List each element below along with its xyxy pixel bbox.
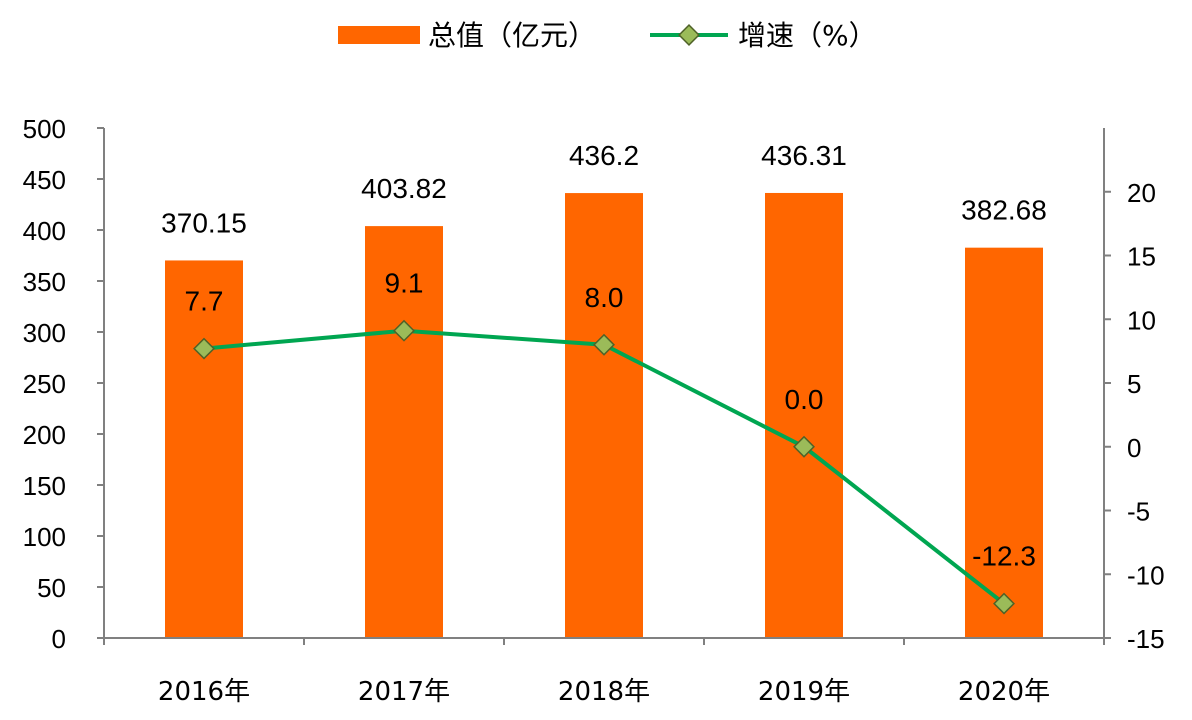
- axes: [103, 128, 1105, 645]
- right-tick-label: -10: [1127, 560, 1165, 590]
- bar: [565, 193, 643, 639]
- left-tick-label: 350: [23, 267, 66, 297]
- right-tick-label: 15: [1127, 242, 1156, 272]
- category-label: 2020年: [958, 677, 1050, 707]
- line-value-label: 9.1: [385, 268, 424, 299]
- line-value-label: 8.0: [585, 282, 624, 313]
- line-series: [193, 319, 1015, 615]
- bar-value-label: 382.68: [961, 195, 1047, 226]
- bar: [165, 260, 243, 638]
- right-tick-label: -15: [1127, 624, 1165, 654]
- category-labels: 2016年 2017年 2018年 2019年 2020年: [158, 677, 1050, 707]
- right-tick-label: 0: [1127, 433, 1141, 463]
- bar: [765, 192, 843, 638]
- right-axis-ticks: -15 -10 -5 0 5 10 15 20: [1104, 178, 1165, 654]
- line-value-label: 7.7: [185, 286, 224, 317]
- legend-line-marker: [678, 24, 700, 46]
- right-tick-label: 20: [1127, 178, 1156, 208]
- line-data-labels: 7.7 9.1 8.0 0.0 -12.3: [185, 268, 1036, 572]
- category-label: 2017年: [358, 677, 450, 707]
- left-tick-label: 100: [23, 522, 66, 552]
- left-tick-label: 150: [23, 471, 66, 501]
- bar-value-label: 436.2: [569, 140, 639, 171]
- line-marker: [193, 337, 215, 360]
- category-label: 2019年: [758, 677, 850, 707]
- bar-value-label: 436.31: [761, 140, 847, 171]
- category-label: 2016年: [158, 677, 250, 707]
- line-marker: [393, 319, 415, 342]
- left-tick-label: 400: [23, 216, 66, 246]
- left-axis-ticks: 0 50 100 150 200 250 300 350 400 450 500: [23, 114, 104, 654]
- bar-value-label: 403.82: [361, 173, 447, 204]
- line-marker: [593, 333, 615, 356]
- left-tick-label: 500: [23, 114, 66, 144]
- line-value-label: 0.0: [785, 384, 824, 415]
- left-tick-label: 50: [37, 573, 66, 603]
- legend: 总值（亿元） 增速（%）: [338, 19, 877, 52]
- bar-data-labels: 370.15 403.82 436.2 436.31 382.68: [161, 140, 1047, 238]
- legend-bar-swatch: [338, 26, 420, 44]
- left-tick-label: 0: [52, 624, 66, 654]
- bar-value-label: 370.15: [161, 207, 247, 238]
- left-tick-label: 250: [23, 369, 66, 399]
- bar-series: [165, 192, 1043, 639]
- right-tick-label: 5: [1127, 369, 1141, 399]
- line-value-label: -12.3: [972, 541, 1036, 572]
- left-tick-label: 300: [23, 318, 66, 348]
- left-tick-label: 200: [23, 420, 66, 450]
- line-marker: [793, 435, 815, 458]
- line-marker: [993, 592, 1015, 615]
- right-tick-label: 10: [1127, 305, 1156, 335]
- left-tick-label: 450: [23, 165, 66, 195]
- category-label: 2018年: [558, 677, 650, 707]
- legend-line-label: 增速（%）: [738, 19, 877, 52]
- bar: [365, 226, 443, 638]
- right-tick-label: -5: [1127, 497, 1150, 527]
- legend-bar-label: 总值（亿元）: [428, 19, 596, 52]
- bar: [965, 247, 1043, 639]
